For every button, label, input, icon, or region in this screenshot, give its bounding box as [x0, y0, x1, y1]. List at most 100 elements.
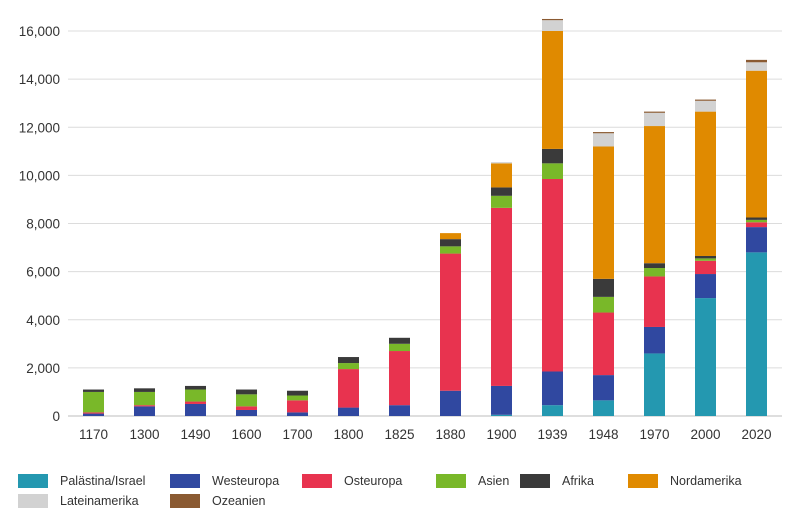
bar-segment: [746, 59, 767, 63]
bar-segment: [542, 405, 563, 416]
bar-segment: [593, 132, 614, 134]
x-tick-label: 2020: [741, 427, 771, 442]
legend-swatch: [170, 494, 200, 508]
bar-segment: [644, 276, 665, 327]
bar-segment: [746, 222, 767, 228]
legend-label: Palästina/Israel: [60, 474, 146, 488]
stacked-bar-chart: 0 2,000 4,000 6,000 8,000 10,000 12,000 14,000 1…: [19, 18, 782, 442]
bar-segment: [695, 99, 716, 101]
x-tick-label: 1970: [639, 427, 669, 442]
bar-segment: [83, 413, 104, 416]
bar-segment: [185, 403, 206, 416]
legend-item: Westeuropa: [170, 474, 279, 488]
x-axis-tick-labels: 1170 1300 1490 1600 1700 1800 1825 1880 1900 1939…: [79, 427, 772, 442]
x-tick-label: 1880: [435, 427, 465, 442]
bar-segment: [746, 70, 767, 218]
bar-segment: [746, 227, 767, 253]
bar-segment: [644, 112, 665, 127]
bar-segment: [491, 207, 512, 386]
bar-segment: [440, 246, 461, 254]
x-tick-label: 1700: [282, 427, 312, 442]
y-tick-label: 16,000: [19, 24, 60, 39]
bar-segment: [542, 178, 563, 372]
bar-segment: [593, 278, 614, 297]
bar-segment: [440, 390, 461, 416]
bar-segment: [746, 219, 767, 223]
legend-swatch: [302, 474, 332, 488]
y-tick-label: 6,000: [26, 265, 60, 280]
legend-swatch: [520, 474, 550, 488]
bar-segment: [593, 296, 614, 313]
legend-swatch: [170, 474, 200, 488]
legend-label: Ozeanien: [212, 494, 266, 508]
bar-segment: [287, 412, 308, 416]
bar-segment: [695, 255, 716, 259]
legend-swatch: [436, 474, 466, 488]
y-tick-label: 14,000: [19, 72, 60, 87]
y-tick-label: 0: [52, 409, 60, 424]
bar-segment: [491, 385, 512, 415]
bar-segment: [287, 400, 308, 413]
bar-segment: [542, 31, 563, 149]
legend-swatch: [18, 494, 48, 508]
gridlines: [68, 30, 782, 417]
legend-item: Afrika: [520, 474, 594, 488]
legend-item: Lateinamerika: [18, 494, 139, 508]
bar-segment: [746, 62, 767, 71]
bar-segment: [491, 414, 512, 416]
bar-segment: [236, 406, 257, 410]
bar-segment: [695, 258, 716, 261]
bar-segment: [389, 351, 410, 406]
bar-segment: [593, 400, 614, 416]
x-tick-label: 1490: [180, 427, 210, 442]
bar-segment: [746, 217, 767, 220]
bar-segment: [593, 146, 614, 279]
bar-segment: [695, 274, 716, 299]
x-tick-label: 1800: [333, 427, 363, 442]
legend-swatch: [18, 474, 48, 488]
bar-segment: [440, 253, 461, 391]
bar-segment: [236, 389, 257, 395]
legend-label: Asien: [478, 474, 510, 488]
legend-item: Palästina/Israel: [18, 474, 145, 488]
bar-segment: [185, 401, 206, 404]
bar-segment: [695, 100, 716, 112]
bar-segment: [440, 233, 461, 240]
x-tick-label: 2000: [690, 427, 720, 442]
bar-segment: [134, 391, 155, 406]
bar-segment: [644, 126, 665, 264]
bar-segment: [491, 163, 512, 188]
bar-segment: [491, 187, 512, 196]
bar-segment: [338, 363, 359, 370]
y-axis-tick-labels: 0 2,000 4,000 6,000 8,000 10,000 12,000 14,000 1…: [19, 24, 60, 424]
y-tick-label: 12,000: [19, 120, 60, 135]
bar-segment: [83, 391, 104, 413]
bar-segment: [83, 389, 104, 392]
bar-segment: [134, 405, 155, 407]
bar-segment: [593, 375, 614, 401]
legend-swatch: [628, 474, 658, 488]
y-tick-label: 8,000: [26, 217, 60, 232]
bar-segment: [389, 405, 410, 416]
legend-item: Nordamerika: [628, 474, 742, 488]
bar-segment: [236, 394, 257, 407]
bar-segment: [542, 148, 563, 164]
bar-segment: [134, 388, 155, 392]
x-tick-label: 1939: [537, 427, 567, 442]
bar-segment: [491, 195, 512, 208]
bar-segment: [644, 353, 665, 416]
bar-segment: [83, 412, 104, 414]
legend-item: Osteuropa: [302, 474, 402, 488]
bar-segment: [695, 111, 716, 256]
legend-label: Westeuropa: [212, 474, 280, 488]
x-tick-label: 1600: [231, 427, 261, 442]
y-tick-label: 2,000: [26, 361, 60, 376]
bar-segment: [185, 385, 206, 390]
bar-segment: [542, 18, 563, 21]
bar-segment: [338, 357, 359, 364]
legend-label: Osteuropa: [344, 474, 403, 488]
bar-segment: [236, 409, 257, 416]
x-tick-label: 1170: [79, 427, 108, 442]
bar-segment: [746, 252, 767, 416]
bar-segment: [389, 343, 410, 352]
